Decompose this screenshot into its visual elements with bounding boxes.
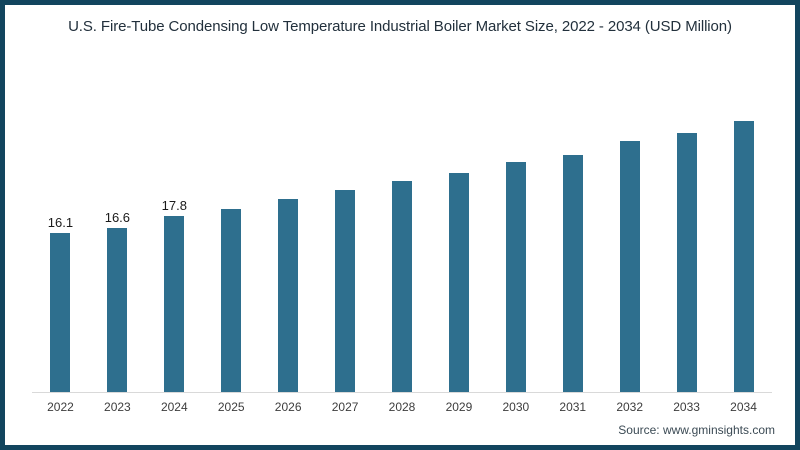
x-tick-label-2031: 2031 xyxy=(559,400,587,414)
bar-2033 xyxy=(676,132,697,392)
bar-2024 xyxy=(164,216,185,392)
bar-column-2033 xyxy=(658,96,715,392)
x-tick-label-2033: 2033 xyxy=(673,400,700,414)
bar-column-2027 xyxy=(317,96,374,392)
x-tick-label-2030: 2030 xyxy=(502,400,530,414)
bars-row: 16.1 16.6 17.8 xyxy=(32,96,772,393)
bar-2029 xyxy=(448,173,469,392)
bar-2025 xyxy=(221,208,242,392)
bar-2031 xyxy=(562,155,583,392)
x-tick-label-2034: 2034 xyxy=(730,400,757,414)
source-attribution: Source: www.gminsights.com xyxy=(618,423,775,437)
bar-column-2028 xyxy=(374,96,431,392)
bar-2022 xyxy=(50,233,71,392)
bar-2027 xyxy=(335,189,356,392)
bar-value-label: 17.8 xyxy=(161,198,187,214)
x-tick-label-2025: 2025 xyxy=(217,400,245,414)
bar-value-label: 16.1 xyxy=(47,215,74,231)
bar-column-2026 xyxy=(260,96,317,392)
bar-column-2029 xyxy=(430,96,487,392)
bar-column-2032 xyxy=(601,96,658,392)
chart-title: U.S. Fire-Tube Condensing Low Temperatur… xyxy=(68,18,732,35)
bar-2034 xyxy=(733,120,754,392)
bar-column-2025 xyxy=(203,96,260,392)
x-tick-label-2029: 2029 xyxy=(445,400,473,414)
x-tick-label-2024: 2024 xyxy=(160,400,188,414)
bar-2023 xyxy=(107,228,128,392)
bar-column-2022: 16.1 xyxy=(32,96,89,392)
x-tick-label-2027: 2027 xyxy=(331,400,359,414)
bar-2032 xyxy=(619,141,640,392)
bar-column-2030 xyxy=(487,96,544,392)
bar-2028 xyxy=(391,180,412,392)
bar-column-2023: 16.6 xyxy=(89,96,146,392)
bar-2026 xyxy=(278,198,299,392)
bar-column-2034 xyxy=(715,96,772,392)
x-axis-labels: 2022 2023 2024 2025 2026 2027 2028 2029 2030 2031… xyxy=(32,400,772,414)
x-tick-label-2022: 2022 xyxy=(47,400,74,414)
x-tick-label-2032: 2032 xyxy=(616,400,644,414)
x-tick-label-2028: 2028 xyxy=(388,400,416,414)
bar-2030 xyxy=(505,162,526,392)
bar-column-2031 xyxy=(544,96,601,392)
bar-column-2024: 17.8 xyxy=(146,96,203,392)
x-tick-label-2026: 2026 xyxy=(274,400,302,414)
bar-value-label: 16.6 xyxy=(104,210,131,226)
x-tick-label-2023: 2023 xyxy=(104,400,131,414)
